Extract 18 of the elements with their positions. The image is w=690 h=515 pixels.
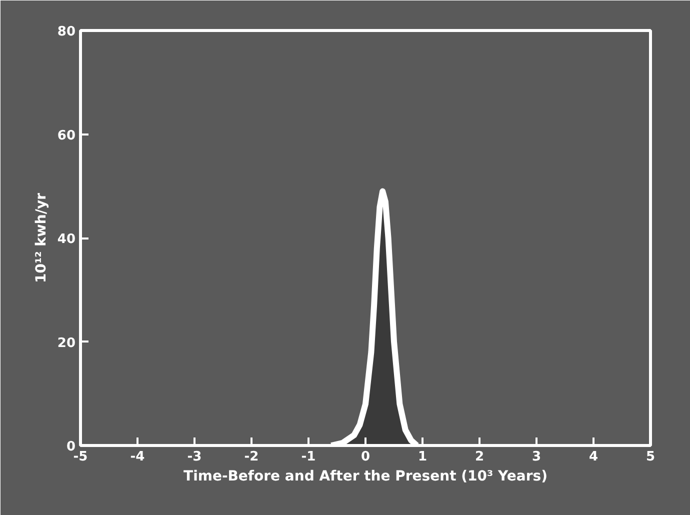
x-tick-label: 0 xyxy=(360,450,370,464)
y-tick-label: 40 xyxy=(57,232,76,247)
x-tick-label: -2 xyxy=(244,450,259,464)
x-tick-label: 3 xyxy=(532,450,542,464)
x-tick-label: -5 xyxy=(73,450,88,464)
y-tick-label: 20 xyxy=(57,336,76,351)
y-tick-label: 80 xyxy=(57,24,76,40)
y-axis-title: 10¹² kwh/yr xyxy=(33,192,50,283)
y-tick-label: 60 xyxy=(57,128,76,144)
x-tick-label: 2 xyxy=(474,450,484,464)
x-tick-label: -1 xyxy=(301,450,316,464)
y-tick-label: 0 xyxy=(66,440,76,454)
x-tick-label: 1 xyxy=(418,450,428,464)
x-axis-title: Time-Before and After the Present (10³ Years) xyxy=(184,468,548,484)
x-tick-label: -3 xyxy=(187,450,202,464)
x-tick-label: 4 xyxy=(588,450,598,464)
x-tick-label: 5 xyxy=(646,450,656,464)
x-tick-label: -4 xyxy=(130,450,145,464)
